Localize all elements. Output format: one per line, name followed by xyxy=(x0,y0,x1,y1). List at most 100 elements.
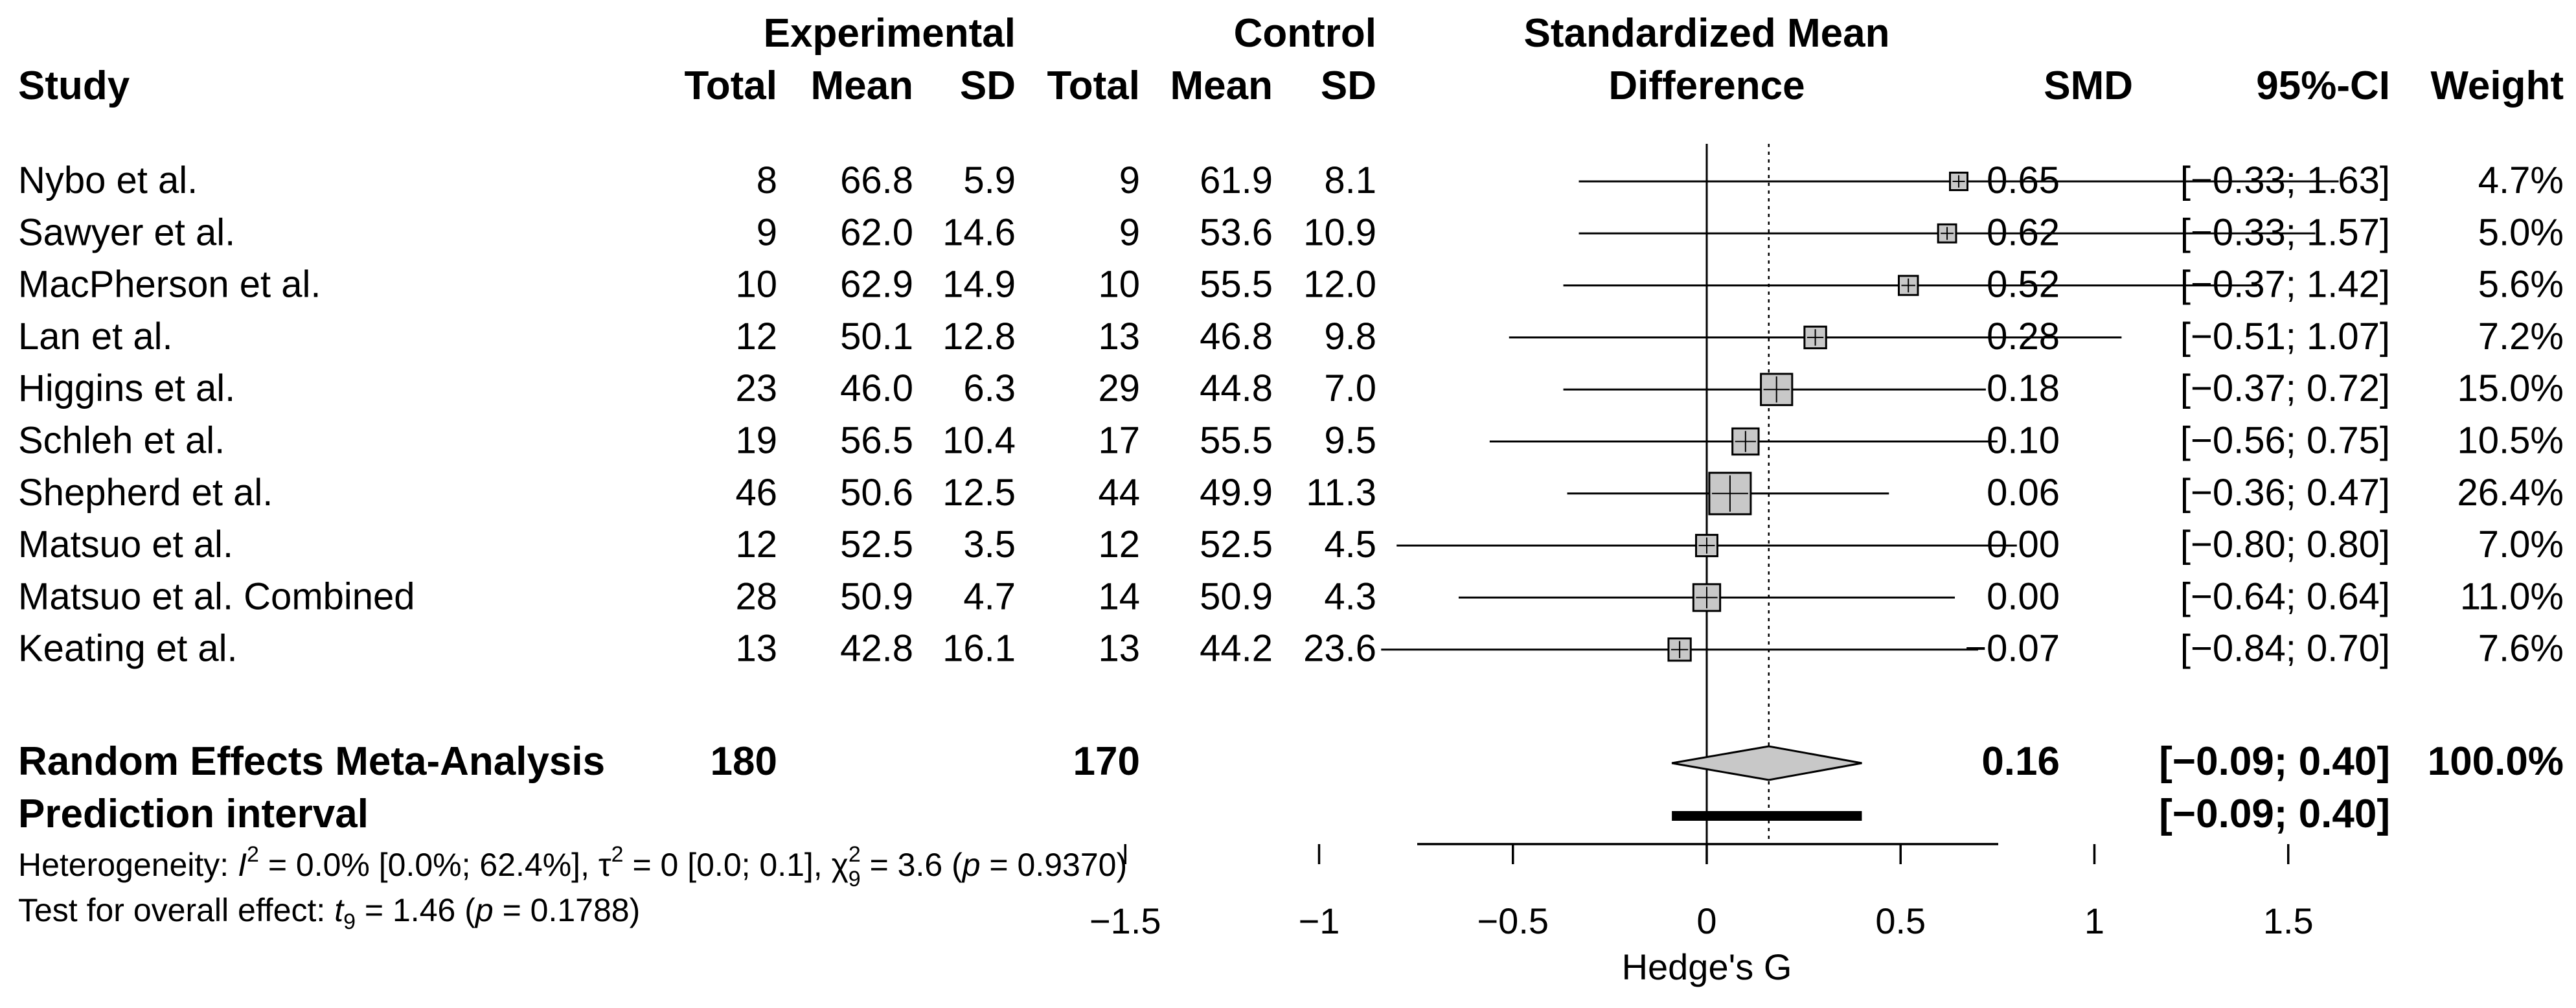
c-sd: 7.0 xyxy=(1324,367,1376,409)
e-sd: 12.8 xyxy=(942,315,1016,358)
study-rows: Nybo et al. 8 66.8 5.9 9 61.9 8.1 0.65 [−0.33; 1… xyxy=(18,159,2564,670)
c-sd: 23.6 xyxy=(1303,628,1376,670)
e-total: 23 xyxy=(735,367,777,409)
e-mean: 50.9 xyxy=(840,575,913,617)
e-mean: 66.8 xyxy=(840,159,913,201)
ci-value: [−0.64; 0.64] xyxy=(2180,575,2390,617)
header-c-mean: Mean xyxy=(1170,63,1273,108)
weight-value: 5.0% xyxy=(2478,211,2564,253)
e-sd: 10.4 xyxy=(942,420,1016,462)
study-name: Matsuo et al. xyxy=(18,523,233,566)
e-sd: 16.1 xyxy=(942,628,1016,670)
prediction-interval-bar xyxy=(1672,811,1862,821)
study-name: Sawyer et al. xyxy=(18,211,235,253)
study-name: Higgins et al. xyxy=(18,367,235,409)
header-e-mean: Mean xyxy=(811,63,913,108)
header-e-sd: SD xyxy=(960,63,1016,108)
header-c-sd: SD xyxy=(1321,63,1376,108)
c-total: 44 xyxy=(1098,472,1140,514)
e-sd: 3.5 xyxy=(963,523,1016,566)
c-mean: 55.5 xyxy=(1200,420,1273,462)
weight-value: 15.0% xyxy=(2457,367,2564,409)
weight-value: 7.2% xyxy=(2478,315,2564,358)
header-effect-title-line1: Standardized Mean xyxy=(1524,11,1890,56)
smd-value: 0.18 xyxy=(1987,367,2060,409)
summary-e-total: 180 xyxy=(711,739,777,784)
c-mean: 53.6 xyxy=(1200,211,1273,253)
x-tick-label: 1 xyxy=(2084,900,2104,941)
e-sd: 12.5 xyxy=(942,472,1016,514)
c-mean: 52.5 xyxy=(1200,523,1273,566)
header-e-total: Total xyxy=(685,63,778,108)
e-total: 10 xyxy=(735,264,777,306)
c-sd: 10.9 xyxy=(1303,211,1376,253)
weight-value: 4.7% xyxy=(2478,159,2564,201)
c-total: 12 xyxy=(1098,523,1140,566)
weight-value: 7.0% xyxy=(2478,523,2564,566)
study-name: Keating et al. xyxy=(18,628,238,670)
x-tick-label: −0.5 xyxy=(1477,900,1549,941)
header-experimental: Experimental xyxy=(764,11,1016,56)
header-ci: 95%-CI xyxy=(2256,63,2390,108)
ci-value: [−0.56; 0.75] xyxy=(2180,420,2390,462)
c-sd: 9.5 xyxy=(1324,420,1376,462)
overall-effect-text: Test for overall effect: t9 = 1.46 (p = … xyxy=(18,892,640,934)
study-name: Schleh et al. xyxy=(18,420,225,462)
x-tick-label: 0 xyxy=(1696,900,1716,941)
x-tick-label: −1 xyxy=(1299,900,1340,941)
e-mean: 42.8 xyxy=(840,628,913,670)
x-axis-label: Hedge's G xyxy=(1622,946,1792,987)
e-total: 9 xyxy=(757,211,777,253)
e-mean: 46.0 xyxy=(840,367,913,409)
e-mean: 56.5 xyxy=(840,420,913,462)
e-mean: 52.5 xyxy=(840,523,913,566)
study-name: Lan et al. xyxy=(18,315,173,358)
smd-value: 0.10 xyxy=(1987,420,2060,462)
e-total: 12 xyxy=(735,315,777,358)
e-mean: 50.6 xyxy=(840,472,913,514)
c-sd: 11.3 xyxy=(1306,472,1376,514)
study-name: MacPherson et al. xyxy=(18,264,321,306)
c-total: 9 xyxy=(1119,211,1140,253)
heterogeneity-text: Heterogeneity: I2 = 0.0% [0.0%; 62.4%], … xyxy=(18,842,1127,891)
x-tick-label: −1.5 xyxy=(1089,900,1161,941)
prediction-label: Prediction interval xyxy=(18,792,369,836)
c-total: 17 xyxy=(1098,420,1140,462)
smd-value: 0.06 xyxy=(1987,472,2060,514)
e-mean: 62.0 xyxy=(840,211,913,253)
c-total: 10 xyxy=(1098,264,1140,306)
c-total: 9 xyxy=(1119,159,1140,201)
x-tick-label: 1.5 xyxy=(2263,900,2314,941)
e-sd: 6.3 xyxy=(963,367,1016,409)
summary-ci: [−0.09; 0.40] xyxy=(2159,739,2390,784)
summary-c-total: 170 xyxy=(1073,739,1140,784)
c-total: 13 xyxy=(1098,315,1140,358)
c-mean: 55.5 xyxy=(1200,264,1273,306)
e-total: 13 xyxy=(735,628,777,670)
x-axis-ticks: −1.5 −1 −0.5 0 0.5 1 1.5 xyxy=(1089,844,2314,941)
header-effect-title-line2: Difference xyxy=(1608,63,1805,108)
study-name: Shepherd et al. xyxy=(18,472,273,514)
header-weight: Weight xyxy=(2431,63,2564,108)
summary-weight: 100.0% xyxy=(2428,739,2564,784)
e-sd: 14.6 xyxy=(942,211,1016,253)
e-sd: 14.9 xyxy=(942,264,1016,306)
weight-value: 10.5% xyxy=(2457,420,2564,462)
study-name: Nybo et al. xyxy=(18,159,198,201)
ci-value: [−0.37; 0.72] xyxy=(2180,367,2390,409)
e-mean: 62.9 xyxy=(840,264,913,306)
x-tick-label: 0.5 xyxy=(1875,900,1926,941)
c-sd: 4.5 xyxy=(1324,523,1376,566)
header-control: Control xyxy=(1234,11,1376,56)
e-total: 19 xyxy=(735,420,777,462)
ci-value: [−0.51; 1.07] xyxy=(2180,315,2390,358)
smd-value: 0.00 xyxy=(1987,575,2060,617)
c-mean: 44.2 xyxy=(1200,628,1273,670)
e-total: 28 xyxy=(735,575,777,617)
plot-marks xyxy=(1381,144,2339,844)
header-c-total: Total xyxy=(1047,63,1141,108)
c-mean: 46.8 xyxy=(1200,315,1273,358)
c-sd: 9.8 xyxy=(1324,315,1376,358)
c-mean: 44.8 xyxy=(1200,367,1273,409)
